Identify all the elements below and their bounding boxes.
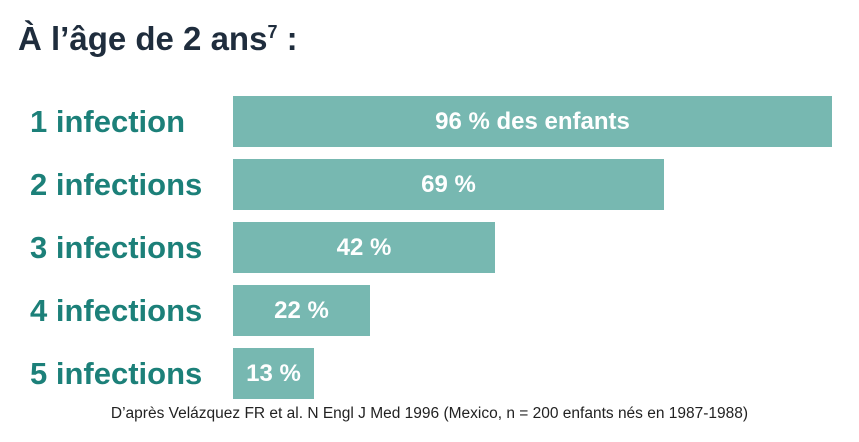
bar [233, 285, 370, 336]
category-label: 3 infections [30, 230, 202, 265]
bar-chart: 1 infection 96 % des enfants 2 infections 6… [30, 96, 832, 399]
source-footnote: D’après Velázquez FR et al. N Engl J Med… [110, 405, 749, 422]
chart-title: À l’âge de 2 ans7 : [18, 20, 298, 58]
bar [233, 159, 664, 210]
title-superscript: 7 [267, 22, 278, 42]
bar-value-label: 96 % des enfants [435, 108, 630, 135]
category-label: 2 infections [30, 167, 202, 202]
category-label: 4 infections [30, 293, 202, 328]
title-suffix: : [277, 20, 298, 57]
bar [233, 96, 832, 147]
bar [233, 222, 495, 273]
bar-value-label: 22 % [274, 297, 329, 324]
bar-value-label: 69 % [421, 171, 476, 198]
category-label: 5 infections [30, 356, 202, 391]
bar-value-label: 42 % [337, 234, 392, 261]
bar [233, 348, 314, 399]
category-label: 1 infection [30, 104, 185, 139]
bar-value-label: 13 % [246, 360, 301, 387]
title-text: À l’âge de 2 ans [18, 20, 268, 57]
